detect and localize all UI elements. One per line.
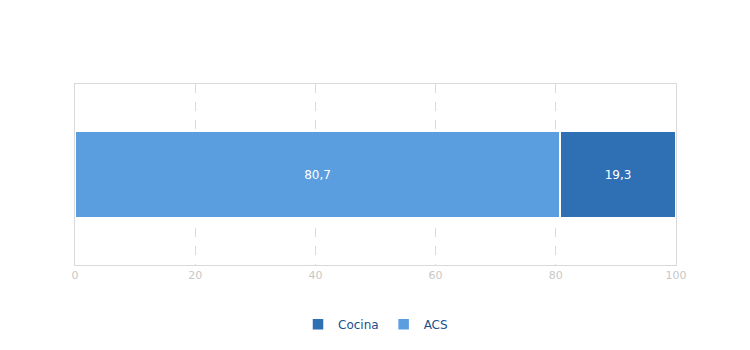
- svg-text:80,7: 80,7: [304, 168, 331, 182]
- svg-text:Cocina: Cocina: [338, 318, 379, 332]
- svg-text:19,3: 19,3: [605, 168, 632, 182]
- svg-text:0: 0: [72, 269, 79, 282]
- svg-text:80: 80: [549, 269, 563, 282]
- svg-text:40: 40: [308, 269, 322, 282]
- svg-text:ACS: ACS: [424, 318, 448, 332]
- svg-text:20: 20: [188, 269, 202, 282]
- svg-text:60: 60: [429, 269, 443, 282]
- svg-text:100: 100: [666, 269, 687, 282]
